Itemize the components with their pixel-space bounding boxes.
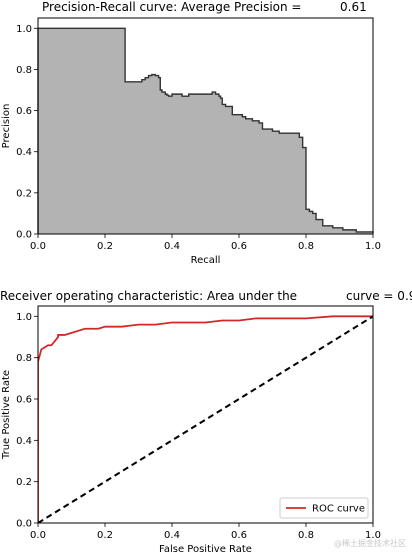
- x-tick-label: 0.8: [298, 241, 314, 252]
- y-tick-label: 0.4: [16, 147, 32, 158]
- y-tick-label: 0.0: [16, 230, 32, 241]
- pr-area: [38, 28, 373, 234]
- x-tick-label: 0.6: [231, 530, 247, 541]
- y-tick-label: 0.6: [16, 106, 32, 117]
- x-tick-label: 0.0: [30, 241, 46, 252]
- y-tick-label: 0.8: [16, 65, 32, 76]
- legend: ROC curve: [279, 497, 369, 519]
- axes-frame: [37, 17, 374, 235]
- x-tick-label: 0.0: [30, 530, 46, 541]
- legend-label: ROC curve: [312, 504, 365, 515]
- chance-diagonal-line: [38, 315, 373, 523]
- x-tick-label: 1.0: [365, 241, 381, 252]
- axes-frame: [37, 305, 374, 524]
- y-tick-label: 0.0: [16, 519, 32, 530]
- y-tick-label: 0.6: [16, 395, 32, 406]
- chart-title-value: curve = 0.96: [346, 289, 412, 303]
- pr-step-line: [37, 27, 374, 234]
- x-tick-label: 0.8: [298, 530, 314, 541]
- chart-title-value: 0.61: [340, 0, 367, 14]
- x-tick-label: 0.4: [164, 530, 180, 541]
- x-tick-label: 0.6: [231, 241, 247, 252]
- y-tick-label: 1.0: [16, 24, 32, 35]
- x-tick-label: 0.2: [97, 530, 113, 541]
- legend-box: [279, 497, 369, 519]
- roc-curve-line: [38, 315, 373, 523]
- x-tick-label: 1.0: [365, 530, 381, 541]
- chart-title: Receiver operating characteristic: Area …: [0, 289, 297, 303]
- y-axis-label: True Positive Rate: [1, 370, 12, 460]
- y-tick-label: 1.0: [16, 312, 32, 323]
- y-tick-label: 0.2: [16, 188, 32, 199]
- y-tick-label: 0.4: [16, 436, 32, 447]
- x-axis-label: Recall: [191, 255, 221, 266]
- y-tick-label: 0.2: [16, 477, 32, 488]
- y-tick-label: 0.8: [16, 353, 32, 364]
- x-tick-label: 0.2: [97, 241, 113, 252]
- precision-recall-plot: 0.0 0.2 0.4 0.6 0.8 1.0 0.0 0.2 0.4 0.6 0.8 1.0 Reca…: [1, 0, 381, 266]
- y-axis-label: Precision: [1, 104, 12, 149]
- x-axis-label: False Positive Rate: [159, 544, 252, 553]
- watermark-text: @稀土掘金技术社区: [334, 539, 406, 548]
- chart-title: Precision-Recall curve: Average Precisio…: [42, 0, 301, 14]
- roc-plot: 0.0 0.2 0.4 0.6 0.8 1.0 0.0 0.2 0.4 0.6 0.8 1.0 Fals…: [0, 289, 412, 553]
- x-tick-label: 0.4: [164, 241, 180, 252]
